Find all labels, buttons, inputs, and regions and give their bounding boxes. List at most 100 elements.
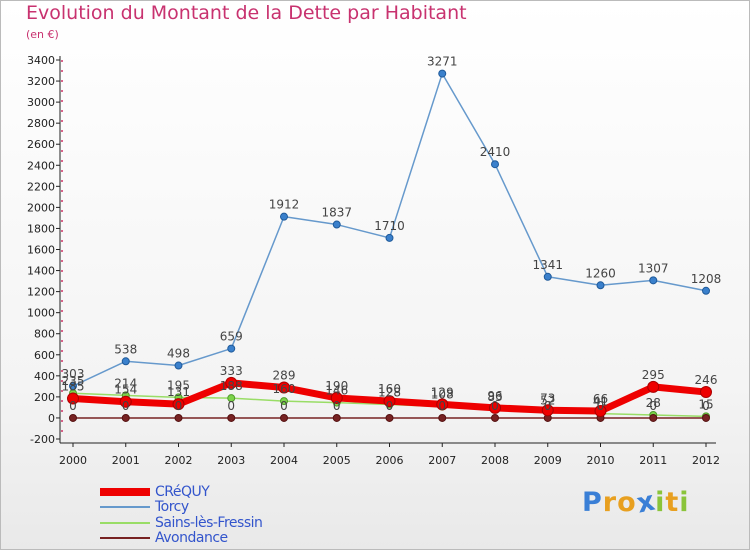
data-label: 128	[378, 385, 401, 399]
logo-letter: P	[582, 487, 603, 518]
x-tick-label: 2008	[481, 454, 509, 467]
data-point	[649, 276, 658, 285]
data-point	[385, 413, 394, 422]
chart-legend: CRéQUY Torcy Sains-lès-Fressin Avondance	[100, 483, 263, 547]
data-label: 108	[431, 388, 454, 402]
data-point	[489, 401, 501, 414]
legend-label: CRéQUY	[155, 483, 210, 500]
data-label: 214	[114, 376, 137, 390]
logo-letter: i	[679, 487, 690, 518]
data-label: 1710	[374, 219, 405, 233]
data-label: 1837	[321, 206, 352, 220]
data-label: 66	[593, 392, 608, 406]
y-tick-label: 2200	[27, 180, 55, 193]
data-label: 0	[649, 399, 657, 413]
data-label: 160	[273, 382, 296, 396]
x-tick-label: 2002	[165, 454, 193, 467]
data-label: 3271	[427, 55, 458, 69]
data-point	[702, 413, 710, 422]
data-point	[702, 286, 710, 295]
data-label: 0	[69, 399, 77, 413]
data-label: 0	[702, 399, 710, 413]
data-label: 160	[378, 382, 401, 396]
data-point	[385, 233, 394, 242]
data-label: 28	[646, 396, 661, 410]
data-point	[280, 413, 288, 422]
data-label: 52	[540, 393, 555, 407]
data-label: 0	[333, 399, 341, 413]
data-point	[174, 361, 183, 370]
data-label: 190	[325, 379, 348, 393]
data-label: 15	[698, 397, 713, 411]
x-tick-label: 2012	[692, 454, 720, 467]
y-tick-label: 2400	[27, 159, 55, 172]
data-label: 1307	[638, 261, 669, 275]
logo-letter: o	[617, 487, 637, 518]
data-point	[436, 398, 449, 411]
data-point	[69, 413, 77, 422]
legend-swatch	[100, 521, 150, 524]
data-label: 2410	[480, 145, 511, 159]
data-point	[225, 376, 238, 389]
data-point	[332, 413, 341, 422]
proxiti-logo: Proxiti	[582, 485, 690, 519]
data-point	[594, 404, 607, 417]
legend-label: Torcy	[155, 499, 189, 516]
data-label: 185	[62, 379, 85, 393]
legend-label: Avondance	[155, 530, 228, 547]
data-point	[119, 395, 132, 408]
data-label: 154	[114, 383, 137, 397]
data-point	[596, 281, 605, 290]
y-tick-label: 1000	[27, 307, 55, 320]
data-label: 129	[431, 385, 454, 399]
y-tick-label: 1400	[27, 265, 55, 278]
data-point	[121, 357, 130, 366]
x-tick-label: 2000	[59, 454, 87, 467]
data-label: 1341	[532, 258, 563, 272]
legend-swatch	[100, 487, 150, 496]
data-point	[227, 413, 236, 422]
data-label: 0	[386, 399, 394, 413]
data-label: 246	[695, 373, 718, 387]
data-point	[491, 160, 499, 169]
data-label: 131	[167, 385, 190, 399]
chart-title: Evolution du Montant de la Dette par Hab…	[26, 2, 467, 24]
y-tick-label: 2800	[27, 117, 55, 130]
logo-letter: i	[655, 487, 666, 518]
data-point	[67, 392, 79, 405]
data-point	[383, 395, 396, 408]
legend-item: Avondance	[100, 530, 262, 547]
data-label: 289	[273, 369, 296, 383]
y-tick-label: 1600	[27, 244, 55, 257]
data-label: 0	[597, 399, 605, 413]
data-label: 0	[491, 399, 499, 413]
data-point	[227, 394, 236, 403]
x-tick-label: 2007	[428, 454, 456, 467]
data-point	[121, 413, 130, 422]
legend-item: Sains-lès-Fressin	[100, 514, 263, 531]
data-point	[280, 397, 288, 406]
data-point	[330, 391, 343, 404]
data-point	[700, 386, 712, 399]
x-tick-label: 2003	[217, 454, 245, 467]
data-label: 538	[114, 342, 137, 356]
legend-swatch	[100, 506, 150, 509]
data-label: 195	[167, 378, 190, 392]
data-label: 333	[220, 364, 243, 378]
data-label: 0	[122, 399, 130, 413]
data-label: 83	[487, 390, 502, 404]
data-label: 235	[62, 374, 85, 388]
data-point	[174, 413, 183, 422]
y-tick-label: 0	[48, 412, 55, 425]
data-label: 0	[227, 399, 235, 413]
y-tick-label: 200	[34, 391, 55, 404]
data-label: 0	[438, 399, 446, 413]
logo-letter: r	[602, 487, 618, 518]
logo-letter: t	[665, 487, 680, 518]
legend-swatch	[100, 537, 150, 540]
data-label: 0	[544, 399, 552, 413]
data-point	[647, 380, 660, 393]
legend-label: Sains-lès-Fressin	[155, 514, 263, 531]
